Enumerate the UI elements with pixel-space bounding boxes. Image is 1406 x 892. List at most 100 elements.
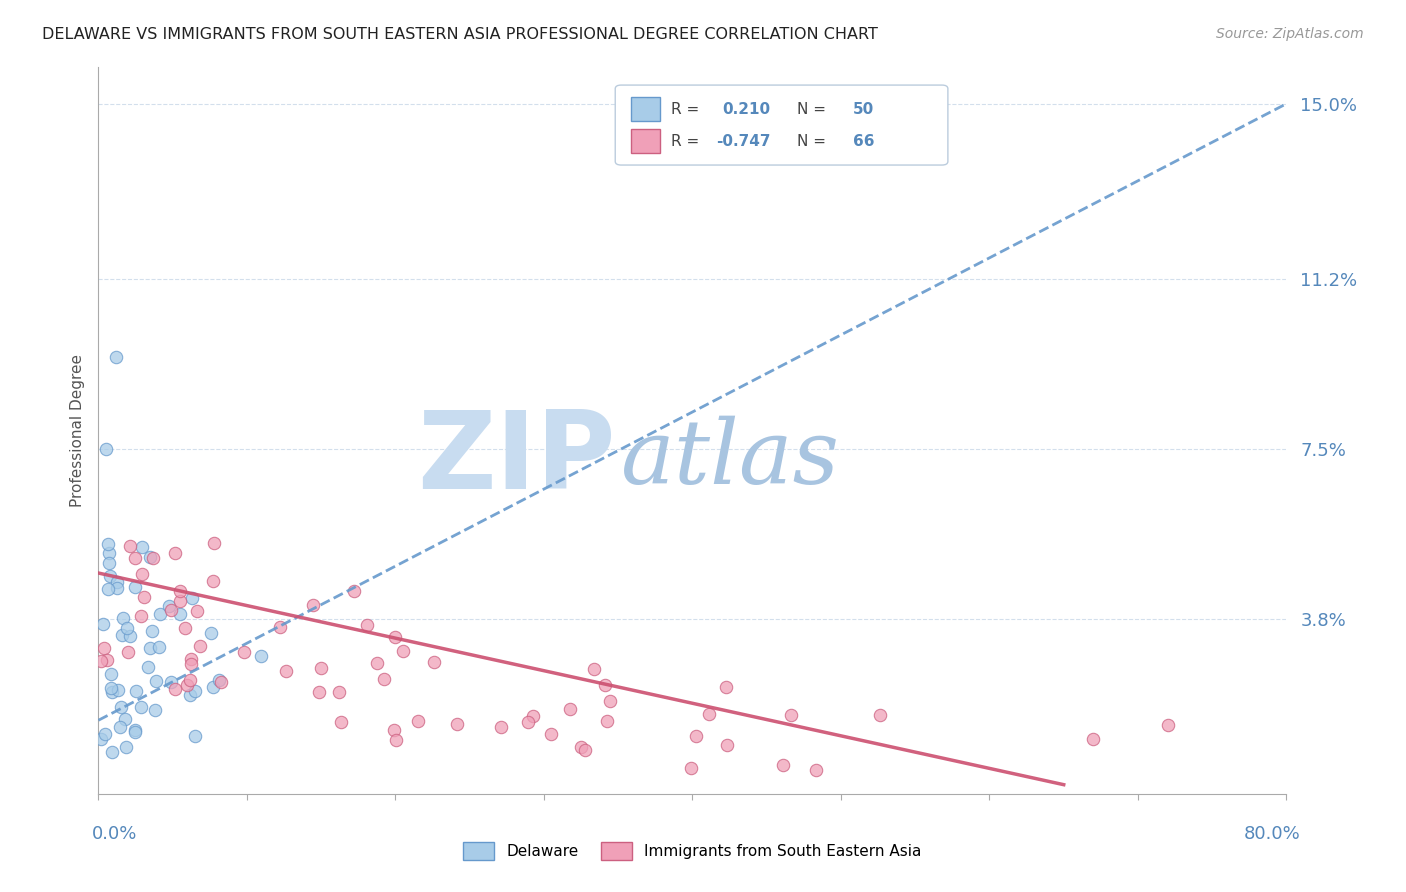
Point xyxy=(202,574,225,588)
Point xyxy=(110,628,132,642)
Point xyxy=(139,549,162,564)
Point xyxy=(232,644,254,658)
Point xyxy=(869,707,891,722)
Y-axis label: Professional Degree: Professional Degree xyxy=(69,354,84,507)
Text: Source: ZipAtlas.com: Source: ZipAtlas.com xyxy=(1216,27,1364,41)
Point xyxy=(124,723,146,737)
Text: 80.0%: 80.0% xyxy=(1244,825,1301,843)
Text: ZIP: ZIP xyxy=(416,407,616,513)
Legend: Delaware, Immigrants from South Eastern Asia: Delaware, Immigrants from South Eastern … xyxy=(457,837,928,866)
Point xyxy=(186,604,208,618)
Point xyxy=(356,618,378,632)
Point xyxy=(522,709,544,723)
Point xyxy=(90,654,112,668)
Point xyxy=(406,714,429,728)
Point xyxy=(115,621,138,635)
Point xyxy=(91,617,114,632)
Point xyxy=(108,720,131,734)
Text: N =: N = xyxy=(797,102,825,117)
Point xyxy=(160,603,183,617)
Point xyxy=(96,653,118,667)
Point xyxy=(115,739,138,754)
Point xyxy=(110,699,132,714)
Point xyxy=(129,609,152,624)
Text: -0.747: -0.747 xyxy=(716,134,770,149)
Point xyxy=(560,702,582,716)
FancyBboxPatch shape xyxy=(631,97,661,120)
Point xyxy=(540,726,562,740)
Point xyxy=(107,682,129,697)
Point xyxy=(274,664,297,678)
Point xyxy=(1156,718,1178,732)
Point xyxy=(446,717,468,731)
Point xyxy=(105,574,128,589)
Point xyxy=(489,720,512,734)
Point xyxy=(94,442,117,456)
Point xyxy=(366,656,388,670)
Point xyxy=(373,672,395,686)
Point xyxy=(569,740,592,755)
Point xyxy=(208,673,231,688)
Point xyxy=(100,681,122,695)
Point xyxy=(131,566,153,581)
Point xyxy=(599,694,621,708)
Point xyxy=(593,678,616,692)
Point xyxy=(190,639,212,653)
Point xyxy=(308,685,330,699)
Text: DELAWARE VS IMMIGRANTS FROM SOUTH EASTERN ASIA PROFESSIONAL DEGREE CORRELATION C: DELAWARE VS IMMIGRANTS FROM SOUTH EASTER… xyxy=(42,27,879,42)
Point xyxy=(679,761,702,775)
Text: atlas: atlas xyxy=(621,416,841,503)
Point xyxy=(179,688,201,702)
Point xyxy=(173,622,195,636)
Point xyxy=(131,540,153,554)
Point xyxy=(200,626,222,640)
Point xyxy=(100,667,122,681)
Text: 0.0%: 0.0% xyxy=(91,825,136,843)
Point xyxy=(163,682,186,697)
Point xyxy=(124,725,146,739)
Point xyxy=(145,673,167,688)
Point xyxy=(516,715,538,730)
Point xyxy=(202,680,225,694)
FancyBboxPatch shape xyxy=(631,129,661,153)
Point xyxy=(806,763,828,777)
Point xyxy=(582,662,605,676)
Point xyxy=(697,706,720,721)
Point xyxy=(574,743,596,757)
Point xyxy=(181,591,204,605)
Point xyxy=(97,556,120,570)
Text: 0.210: 0.210 xyxy=(723,102,770,117)
Point xyxy=(180,657,202,672)
Point xyxy=(124,683,146,698)
Point xyxy=(165,546,187,560)
Point xyxy=(114,712,136,726)
Point xyxy=(142,551,165,566)
Point xyxy=(209,674,232,689)
Point xyxy=(94,727,117,741)
Point xyxy=(384,630,406,644)
Point xyxy=(176,678,198,692)
Point xyxy=(132,590,155,604)
Point xyxy=(93,640,115,655)
Point xyxy=(780,707,803,722)
Point xyxy=(157,599,180,613)
Point xyxy=(105,581,128,595)
Point xyxy=(97,546,120,560)
Point xyxy=(141,624,163,638)
Point xyxy=(117,646,139,660)
Point xyxy=(423,655,446,669)
FancyBboxPatch shape xyxy=(616,85,948,165)
Text: R =: R = xyxy=(671,134,699,149)
Point xyxy=(343,583,366,598)
Point xyxy=(302,598,325,612)
Point xyxy=(269,620,291,634)
Point xyxy=(136,660,159,674)
Point xyxy=(685,730,707,744)
Point xyxy=(328,684,350,698)
Point xyxy=(148,640,170,654)
Point xyxy=(118,540,141,554)
Point xyxy=(716,738,738,752)
Point xyxy=(97,536,120,550)
Point xyxy=(1083,731,1105,746)
Point xyxy=(392,643,415,657)
